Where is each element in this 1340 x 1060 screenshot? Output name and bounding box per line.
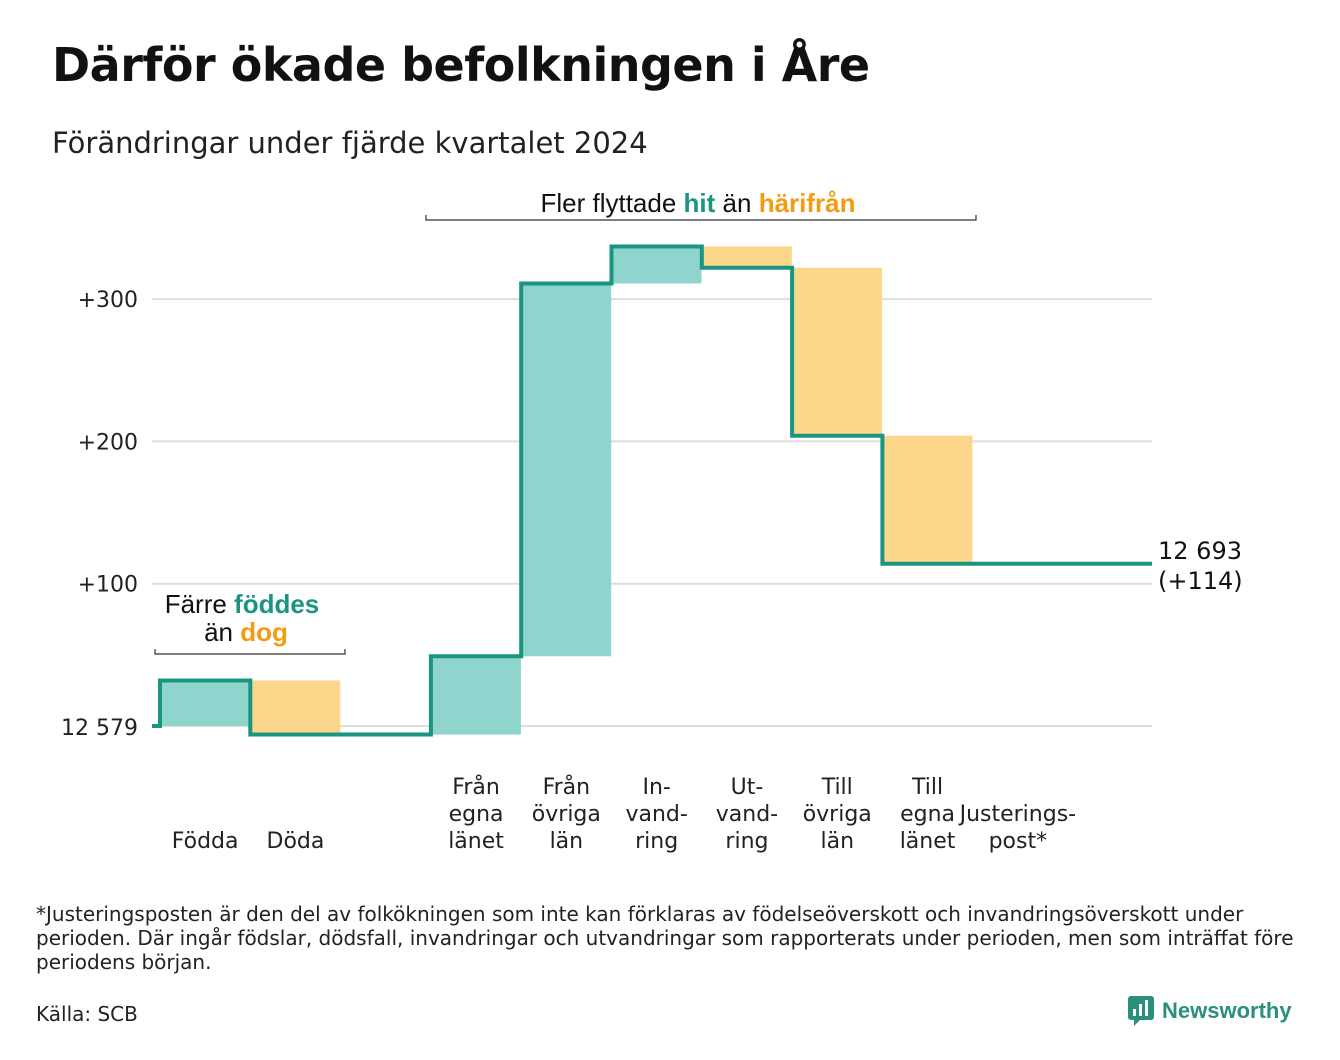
y-tick-label: +100 [78, 573, 138, 598]
category-label: Till [821, 775, 853, 800]
annotation-text-part: än [715, 188, 758, 218]
y-tick-label: +300 [78, 288, 138, 313]
category-label: länet [900, 829, 956, 854]
increase-bar [611, 246, 702, 284]
category-label: ring [635, 829, 678, 854]
cumulative-step-line [152, 244, 1152, 737]
category-label: vand- [716, 802, 778, 827]
category-label: ring [725, 829, 768, 854]
annotation-text-part: än [204, 617, 240, 647]
annotation-text-part: hit [684, 188, 716, 218]
annotation-text-part: Färre [165, 589, 234, 619]
category-label: övriga [532, 802, 601, 827]
migration-bracket [425, 215, 977, 221]
chart-title: Därför ökade befolkningen i Åre [52, 38, 870, 92]
category-label: länet [448, 829, 504, 854]
category-label: egna [449, 802, 504, 827]
annotation-text-part: föddes [234, 589, 319, 619]
decrease-bar [250, 680, 341, 735]
births-bracket [154, 649, 346, 655]
category-label: Justerings- [958, 802, 1077, 827]
category-label: län [820, 829, 854, 854]
category-label: Från [543, 774, 591, 800]
category-label: vand- [625, 802, 687, 827]
brand-name: Newsworthy [1162, 998, 1292, 1023]
end-value-label: 12 693 [1158, 537, 1242, 565]
increase-bar [430, 656, 521, 735]
category-label: Till [911, 775, 943, 800]
category-label: egna [900, 802, 955, 827]
increase-bar [160, 680, 250, 726]
births-annotation-line1: Färre föddes [165, 589, 320, 619]
chart-subtitle: Förändringar under fjärde kvartalet 2024 [52, 126, 648, 160]
category-label: län [550, 829, 584, 854]
category-label: Döda [267, 829, 325, 854]
category-label: post* [989, 829, 1048, 854]
migration-annotation: Fler flyttade hit än härifrån [540, 188, 855, 218]
category-label: övriga [803, 802, 872, 827]
source-note: Källa: SCB [36, 1002, 138, 1026]
annotation-text-part: dog [240, 617, 288, 647]
category-label: Födda [172, 829, 239, 854]
category-label: In- [642, 775, 670, 800]
decrease-bar [701, 246, 792, 268]
y-tick-label: +200 [78, 430, 138, 455]
newsworthy-logo: Newsworthy [1128, 996, 1292, 1026]
births-annotation-line2: än dog [204, 617, 288, 647]
increase-bar [521, 283, 612, 657]
category-label: Från [452, 774, 500, 800]
decrease-bar [792, 267, 883, 436]
category-label: Ut- [731, 775, 764, 800]
decrease-bar [882, 435, 973, 564]
end-change-label: (+114) [1158, 567, 1243, 595]
footnote: *Justeringsposten är den del av folkökni… [36, 902, 1294, 974]
annotation-text-part: Fler flyttade [540, 188, 683, 218]
annotation-text-part: härifrån [759, 188, 856, 218]
bar-chart-speech-bubble-icon [1128, 996, 1154, 1026]
baseline-label: 12 579 [61, 716, 138, 741]
